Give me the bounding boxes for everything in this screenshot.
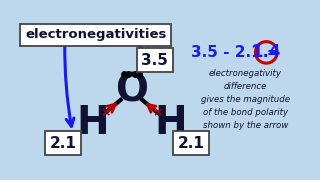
Text: 3.5 - 2.1 =: 3.5 - 2.1 = (191, 45, 280, 60)
Text: 1.4: 1.4 (252, 43, 281, 61)
Text: ×: × (100, 106, 111, 119)
Text: 3.5: 3.5 (141, 53, 168, 68)
Text: electronegativities: electronegativities (25, 28, 166, 41)
Text: H: H (154, 104, 187, 142)
Text: 2.1: 2.1 (50, 136, 77, 151)
Text: 2.1: 2.1 (178, 136, 204, 151)
Text: H: H (76, 104, 109, 142)
Text: ×: × (152, 106, 163, 119)
Text: O: O (115, 72, 148, 110)
Text: electronegativity
difference
gives the magnitude
of the bond polarity
shown by t: electronegativity difference gives the m… (201, 69, 290, 130)
